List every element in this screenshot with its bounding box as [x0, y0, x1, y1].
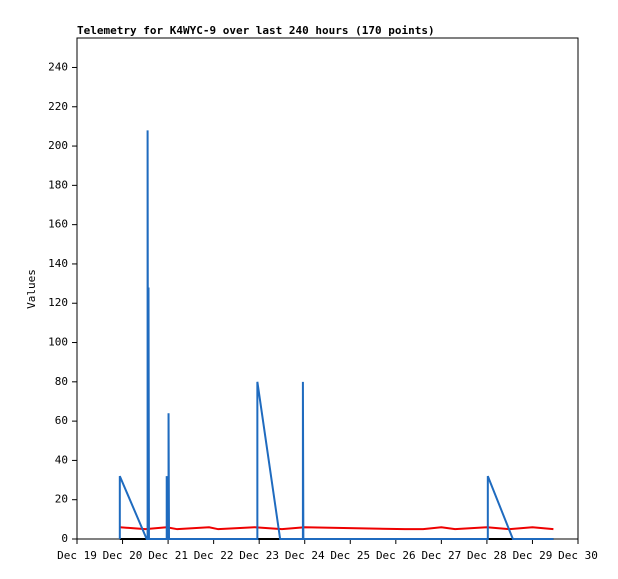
y-tick-label: 20: [55, 493, 68, 506]
y-tick-label: 40: [55, 453, 68, 466]
x-tick-label: Dec 28: [467, 549, 507, 562]
x-tick-label: Dec 29: [513, 549, 553, 562]
plot-frame: [76, 37, 579, 540]
y-axis-label: Values: [25, 269, 38, 309]
y-tick-label: 100: [48, 336, 68, 349]
y-tick-label: 0: [61, 532, 68, 545]
y-tick-label: 240: [48, 60, 68, 73]
y-tick-label: 160: [48, 218, 68, 231]
y-tick-label: 200: [48, 139, 68, 152]
x-tick-label: Dec 21: [148, 549, 188, 562]
y-tick-label: 140: [48, 257, 68, 270]
y-tick-label: 180: [48, 178, 68, 191]
x-tick-label: Dec 23: [239, 549, 279, 562]
y-tick-label: 220: [48, 100, 68, 113]
y-tick-label: 120: [48, 296, 68, 309]
x-tick-label: Dec 27: [421, 549, 461, 562]
x-tick-label: Dec 26: [376, 549, 416, 562]
x-tick-label: Dec 25: [330, 549, 370, 562]
series-line: [118, 130, 554, 540]
x-tick-label: Dec 24: [285, 549, 325, 562]
x-tick-label: Dec 22: [194, 549, 234, 562]
chart-title: Telemetry for K4WYC-9 over last 240 hour…: [77, 24, 435, 37]
y-tick-label: 60: [55, 414, 68, 427]
y-tick-label: 80: [55, 375, 68, 388]
series-line: [119, 526, 554, 531]
x-tick-label: Dec 30: [558, 549, 598, 562]
x-tick-label: Dec 19: [57, 549, 97, 562]
x-tick-label: Dec 20: [103, 549, 143, 562]
